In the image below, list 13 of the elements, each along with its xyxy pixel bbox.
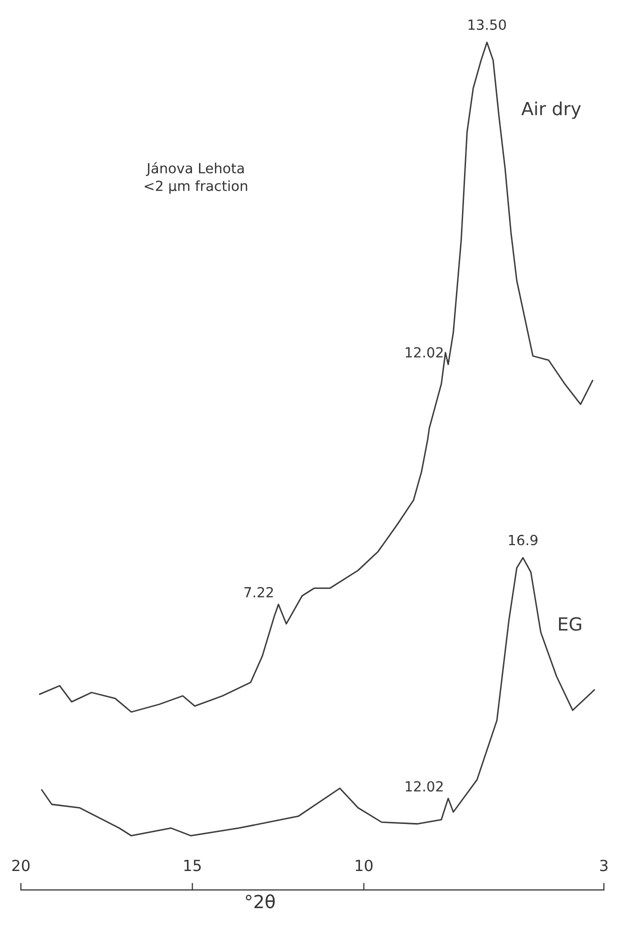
annotation: 7.22 [244, 586, 273, 598]
x-tick-label: 15 [184, 860, 201, 872]
series-label: Air dry [521, 101, 581, 119]
x-tick-label: 20 [12, 860, 30, 872]
annotation: 12.02 [406, 347, 443, 358]
annotation: 13.50 [468, 19, 506, 30]
x-tick-label: 10 [356, 860, 373, 872]
x-tick-label: 3 [600, 860, 608, 872]
annotation: 16.9 [509, 534, 538, 546]
series-label: EG [559, 617, 582, 631]
x-axis-title: °2θ [246, 894, 275, 908]
annotation: 12.02 [406, 781, 443, 792]
annotation: Jánova Lehota <2 µm fraction [144, 162, 248, 194]
